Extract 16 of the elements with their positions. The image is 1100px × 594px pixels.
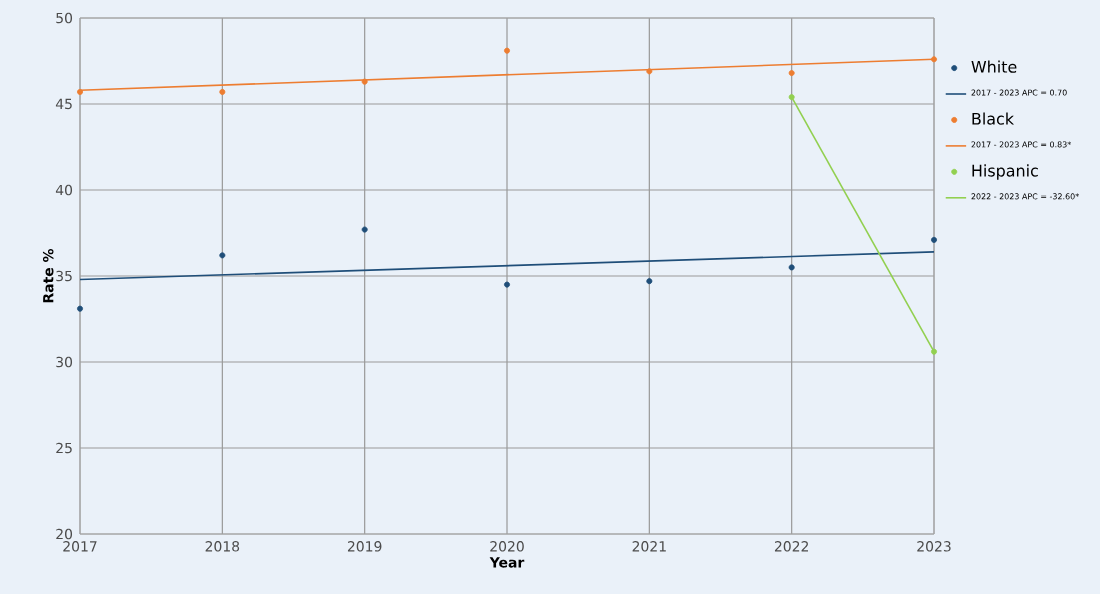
point — [77, 88, 83, 95]
point — [931, 348, 937, 355]
point — [77, 305, 83, 312]
point — [361, 226, 368, 233]
point — [361, 78, 368, 85]
point — [788, 94, 795, 101]
point — [219, 88, 226, 95]
point — [931, 236, 937, 243]
point — [788, 70, 795, 77]
point — [646, 278, 653, 285]
point — [788, 264, 795, 271]
point — [646, 68, 653, 75]
point — [504, 281, 510, 288]
point — [931, 56, 937, 63]
point — [219, 252, 226, 259]
point — [504, 47, 510, 54]
